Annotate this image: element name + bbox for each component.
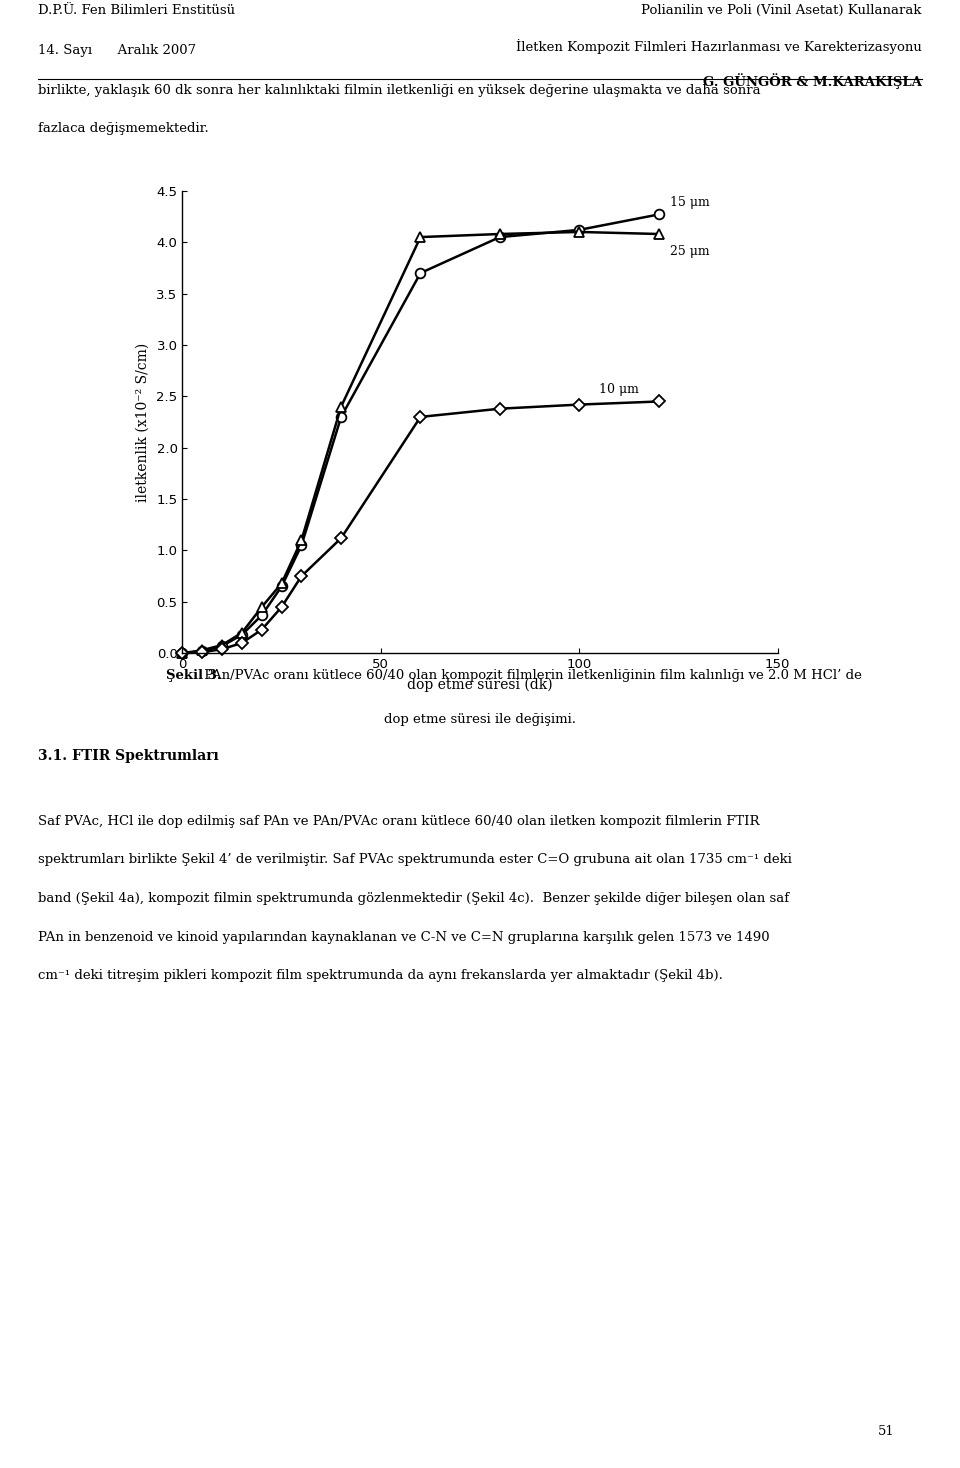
Text: fazlaca değişmemektedir.: fazlaca değişmemektedir. <box>38 122 209 135</box>
Text: 10 μm: 10 μm <box>599 383 639 396</box>
Text: cm⁻¹ deki titreşim pikleri kompozit film spektrumunda da aynı frekanslarda yer a: cm⁻¹ deki titreşim pikleri kompozit film… <box>38 969 723 982</box>
Text: İletken Kompozit Filmleri Hazırlanması ve Karekterizasyonu: İletken Kompozit Filmleri Hazırlanması v… <box>516 38 922 54</box>
Text: band (Şekil 4a), kompozit filmin spektrumunda gözlenmektedir (Şekil 4c).  Benzer: band (Şekil 4a), kompozit filmin spektru… <box>38 893 789 906</box>
Text: dop etme süresi ile değişimi.: dop etme süresi ile değişimi. <box>384 713 576 727</box>
Y-axis label: iletkenlik (x10⁻² S/cm): iletkenlik (x10⁻² S/cm) <box>135 342 150 502</box>
Text: 51: 51 <box>878 1425 895 1437</box>
Text: Şekil 3.: Şekil 3. <box>166 669 222 681</box>
Text: PAn/PVAc oranı kütlece 60/40 olan kompozit filmlerin iletkenliğinin film kalınlı: PAn/PVAc oranı kütlece 60/40 olan kompoz… <box>200 669 862 681</box>
Text: D.P.Ü. Fen Bilimleri Enstitüsü: D.P.Ü. Fen Bilimleri Enstitüsü <box>38 4 235 18</box>
X-axis label: dop etme süresi (dk): dop etme süresi (dk) <box>407 678 553 693</box>
Text: spektrumları birlikte Şekil 4’ de verilmiştir. Saf PVAc spektrumunda ester C=O g: spektrumları birlikte Şekil 4’ de verilm… <box>38 853 792 866</box>
Text: 3.1. FTIR Spektrumları: 3.1. FTIR Spektrumları <box>38 749 219 763</box>
Text: G. GÜNGÖR & M.KARAKIŞLA: G. GÜNGÖR & M.KARAKIŞLA <box>703 72 922 88</box>
Text: Polianilin ve Poli (Vinil Asetat) Kullanarak: Polianilin ve Poli (Vinil Asetat) Kullan… <box>641 4 922 18</box>
Text: 25 μm: 25 μm <box>670 245 710 258</box>
Text: 14. Sayı      Aralık 2007: 14. Sayı Aralık 2007 <box>38 44 197 57</box>
Text: 15 μm: 15 μm <box>670 197 710 210</box>
Text: PAn in benzenoid ve kinoid yapılarından kaynaklanan ve C-N ve C=N gruplarına kar: PAn in benzenoid ve kinoid yapılarından … <box>38 931 770 944</box>
Text: Saf PVAc, HCl ile dop edilmiş saf PAn ve PAn/PVAc oranı kütlece 60/40 olan iletk: Saf PVAc, HCl ile dop edilmiş saf PAn ve… <box>38 815 760 828</box>
Text: birlikte, yaklaşık 60 dk sonra her kalınlıktaki filmin iletkenliği en yüksek değ: birlikte, yaklaşık 60 dk sonra her kalın… <box>38 84 761 97</box>
